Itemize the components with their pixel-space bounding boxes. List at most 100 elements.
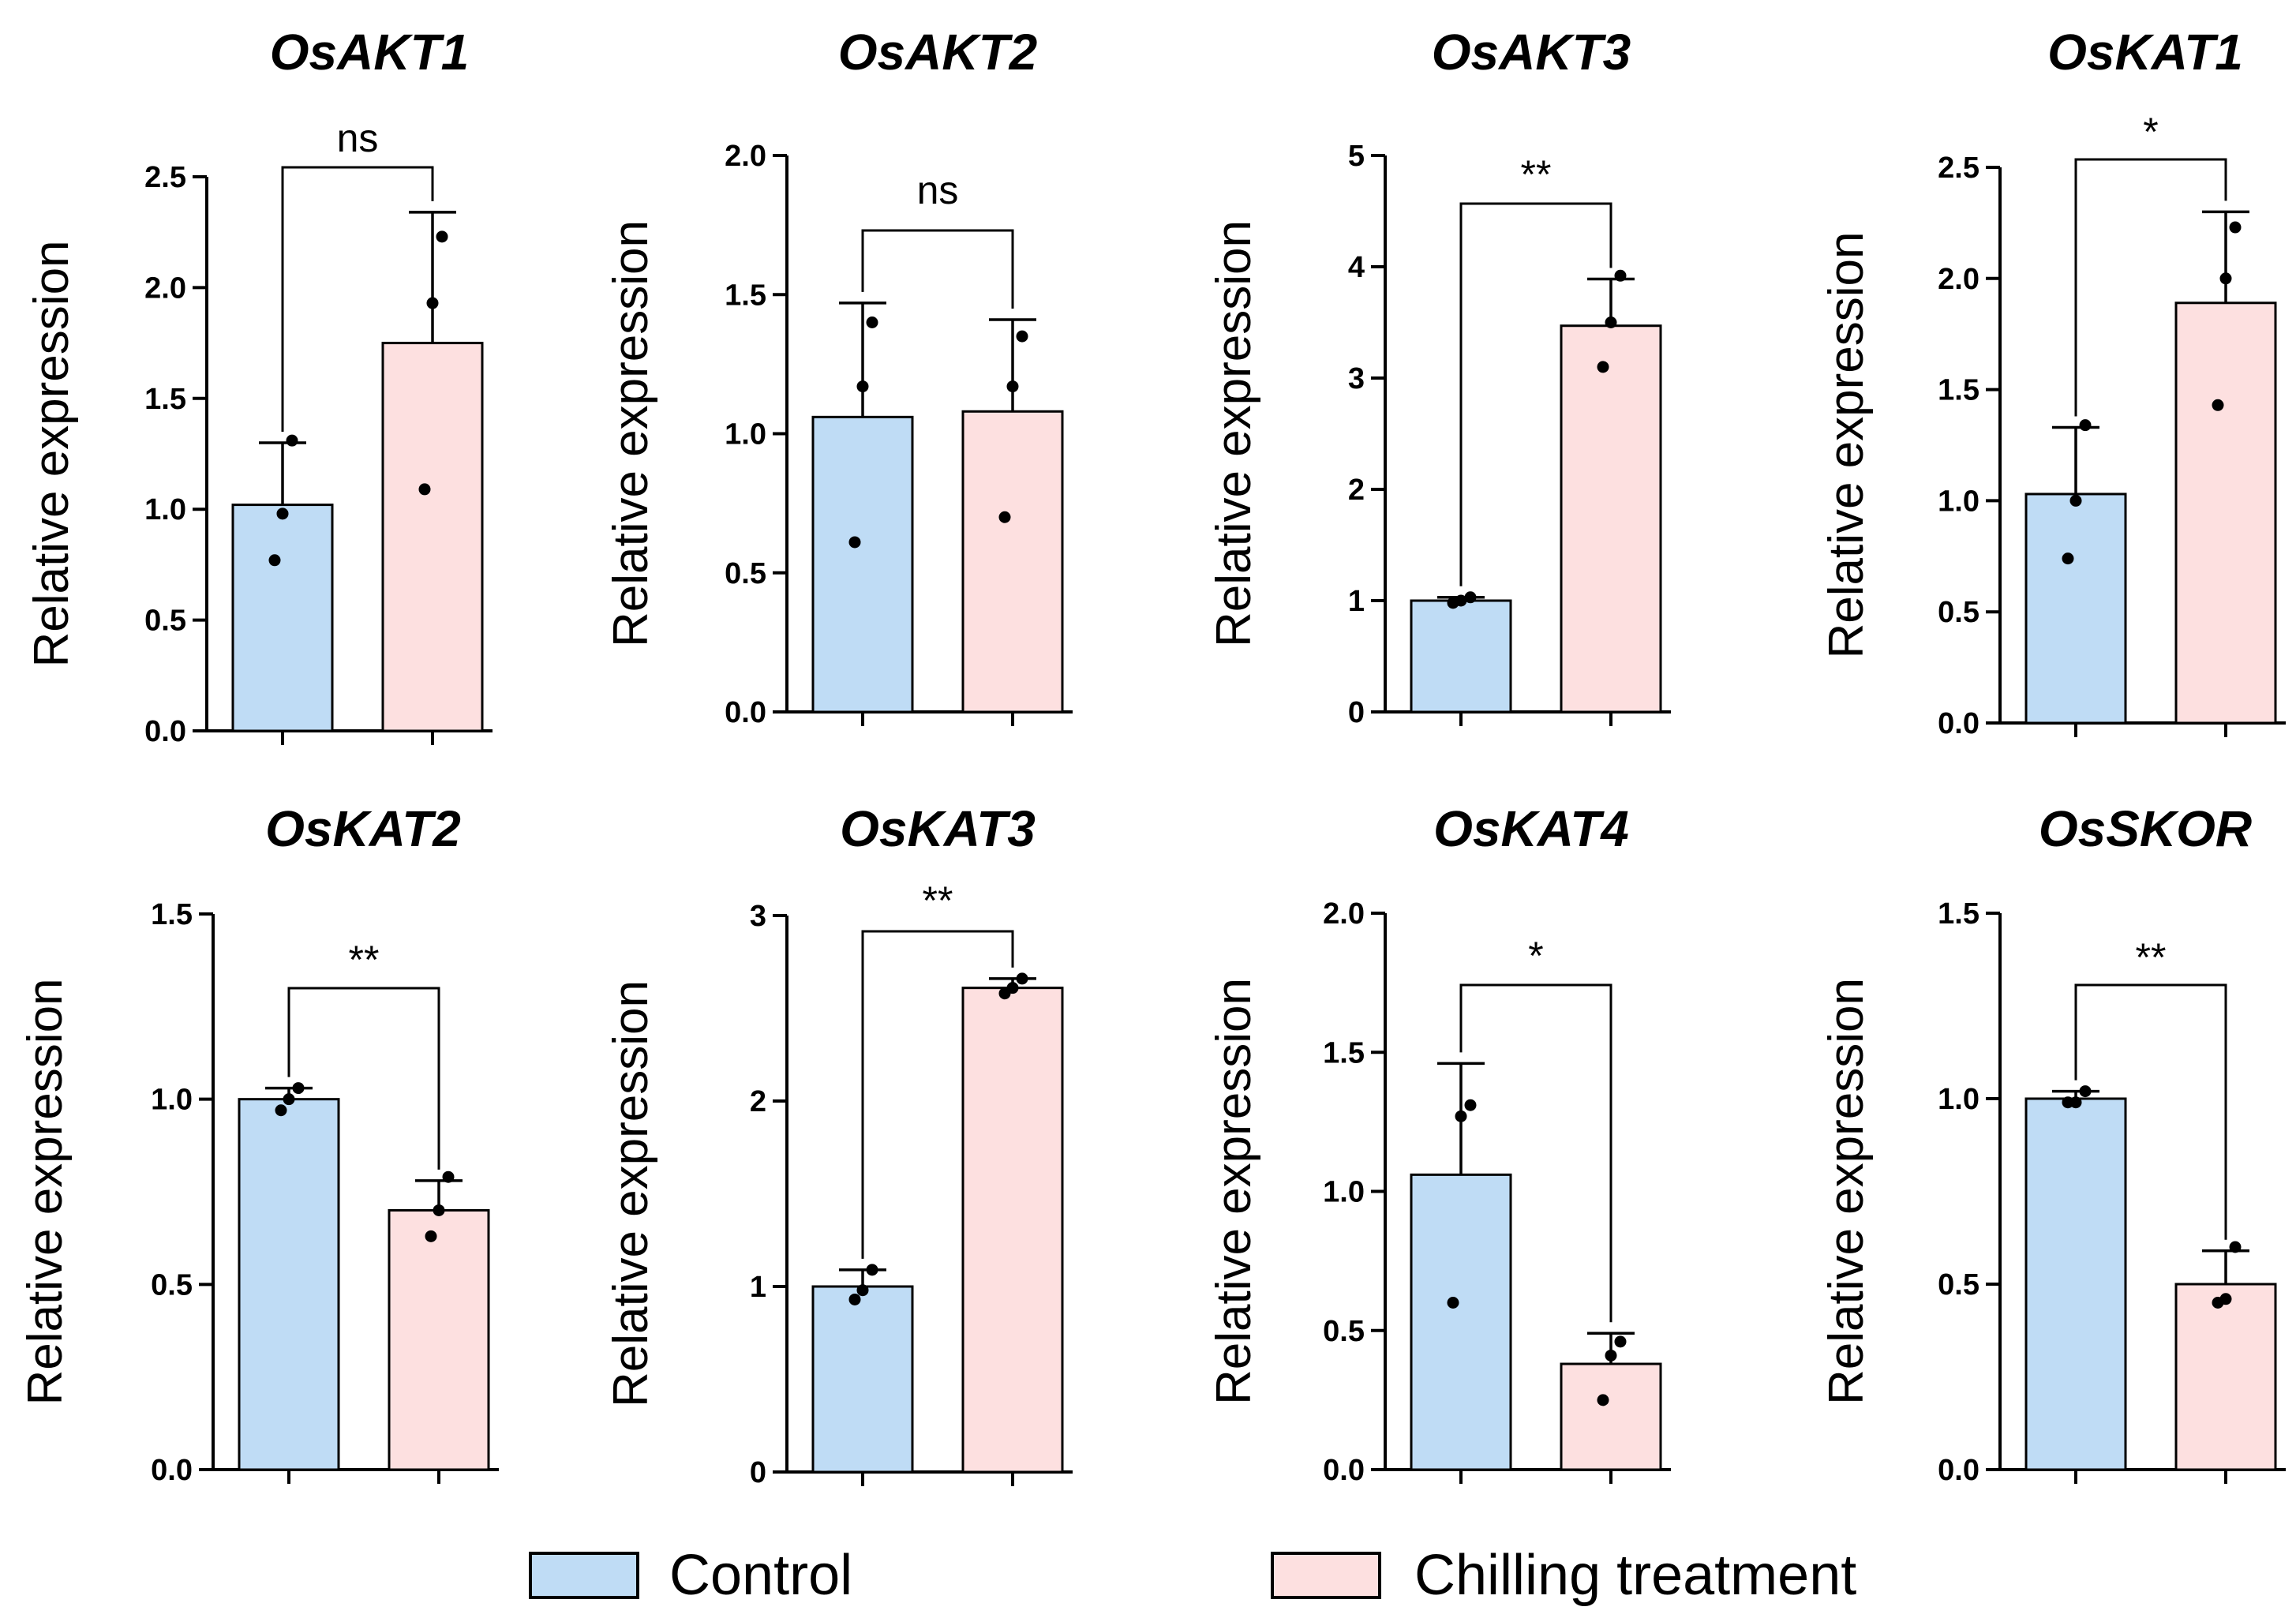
legend: Control Chilling treatment [529, 1544, 1856, 1607]
data-point [2219, 272, 2232, 285]
data-point [2079, 1085, 2092, 1098]
bar-chilling [961, 410, 1064, 713]
significance-bracket [1459, 202, 1612, 586]
significance-label: * [2143, 110, 2158, 154]
data-point [1016, 972, 1028, 985]
data-point [1597, 1394, 1609, 1406]
bar-chilling [1560, 324, 1662, 713]
data-point [1605, 1349, 1617, 1361]
chart-title: OsKAT3 [840, 800, 1036, 857]
y-tick-label: 1.0 [725, 418, 766, 451]
data-point [1464, 1099, 1477, 1111]
y-tick-label: 1.0 [1323, 1176, 1365, 1209]
data-point [1455, 594, 1467, 607]
chart-panel: OsKAT3 Relative expression 0 1 2 3 ** [604, 800, 1073, 1489]
data-point [2212, 399, 2224, 411]
y-tick-label: 2.0 [1938, 263, 1980, 296]
chart-panel: OsAKT3 Relative expression 0 1 2 3 4 5 ** [1207, 24, 1671, 729]
significance-label: ** [349, 938, 380, 982]
y-tick-label: 1.0 [144, 493, 186, 526]
bar-control [811, 415, 914, 713]
chart-panel: OsKAT4 Relative expression 0.0 0.5 1.0 1.5 2.0… [1207, 800, 1671, 1487]
chart-panel: OsKAT2 Relative expression 0.0 0.5 1.0 1.5 ** [18, 800, 499, 1487]
data-point [1016, 330, 1028, 343]
y-tick-label: 1.0 [1938, 485, 1980, 518]
data-point [292, 1082, 305, 1095]
data-point [2229, 221, 2242, 234]
y-tick-label: 0.0 [1938, 1454, 1980, 1487]
data-point [1597, 361, 1609, 373]
bar-chilling [1560, 1362, 1662, 1471]
data-point [1605, 316, 1617, 328]
significance-label: * [1528, 934, 1543, 978]
y-tick-label: 0.5 [1938, 1268, 1980, 1302]
chart-title: OsAKT3 [1432, 24, 1631, 81]
data-point [1464, 591, 1477, 604]
y-tick-label: 1.5 [1938, 897, 1980, 931]
y-tick-label: 2.0 [725, 140, 766, 173]
y-axis-label: Relative expression [1207, 978, 1261, 1405]
significance-bracket [2074, 983, 2227, 1240]
chart-panel: OsAKT2 Relative expression 0.0 0.5 1.0 1.5 2.0… [604, 24, 1073, 729]
data-point [848, 1293, 861, 1305]
y-axis-label: Relative expression [24, 240, 79, 667]
y-tick-label: 5 [1348, 140, 1365, 173]
data-point [1006, 380, 1019, 393]
significance-bracket [287, 987, 440, 1170]
data-point [2069, 494, 2082, 507]
data-point [268, 554, 281, 567]
data-point [283, 1093, 295, 1106]
legend-swatch-control [529, 1552, 639, 1599]
y-tick-label: 2.0 [144, 272, 186, 305]
y-tick-label: 1.5 [1323, 1036, 1365, 1069]
bar-control [1410, 599, 1512, 713]
significance-label: ns [337, 116, 379, 160]
significance-label: ** [2136, 935, 2167, 979]
significance-bracket [1459, 983, 1612, 1323]
data-point [436, 230, 448, 243]
y-axis-label: Relative expression [1207, 220, 1261, 647]
y-axis-label: Relative expression [604, 220, 658, 647]
y-axis-label: Relative expression [18, 978, 73, 1405]
y-tick-label: 0 [1348, 696, 1365, 729]
bar-chilling [2174, 1283, 2277, 1471]
y-tick-label: 0.0 [151, 1454, 193, 1487]
data-point [2079, 419, 2092, 432]
data-point [1455, 1110, 1467, 1122]
data-point [425, 1230, 437, 1242]
data-point [275, 1104, 287, 1117]
y-tick-label: 3 [750, 900, 766, 933]
y-tick-label: 1.5 [725, 279, 766, 312]
data-point [1447, 1297, 1459, 1309]
y-tick-label: 2.0 [1323, 897, 1365, 931]
y-tick-label: 0 [750, 1456, 766, 1489]
chart-title: OsKAT2 [265, 800, 461, 857]
y-tick-label: 0.0 [725, 696, 766, 729]
data-point [848, 536, 861, 549]
bar-chilling [2174, 302, 2277, 725]
significance-label: ** [923, 878, 953, 923]
y-tick-label: 0.0 [144, 715, 186, 748]
bar-control [811, 1285, 914, 1474]
y-tick-label: 2.5 [144, 161, 186, 194]
data-point [286, 434, 298, 447]
y-axis-label: Relative expression [1819, 231, 1874, 658]
y-tick-label: 0.5 [1323, 1315, 1365, 1348]
data-point [276, 507, 289, 520]
y-tick-label: 0.5 [1938, 596, 1980, 629]
significance-bracket [281, 166, 434, 432]
data-point [433, 1204, 445, 1216]
bar-chilling [961, 987, 1064, 1474]
y-tick-label: 2.5 [1938, 152, 1980, 185]
significance-label: ns [917, 168, 959, 212]
y-tick-label: 2 [1348, 474, 1365, 507]
y-tick-label: 4 [1348, 251, 1365, 284]
legend-label-chilling: Chilling treatment [1414, 1544, 1856, 1607]
y-tick-label: 0.0 [1323, 1454, 1365, 1487]
y-tick-label: 1.0 [1938, 1083, 1980, 1116]
legend-swatch-chilling [1271, 1552, 1381, 1599]
legend-label-control: Control [669, 1544, 852, 1607]
chart-title: OsAKT1 [270, 24, 470, 81]
chart-title: OsKAT4 [1433, 800, 1629, 857]
